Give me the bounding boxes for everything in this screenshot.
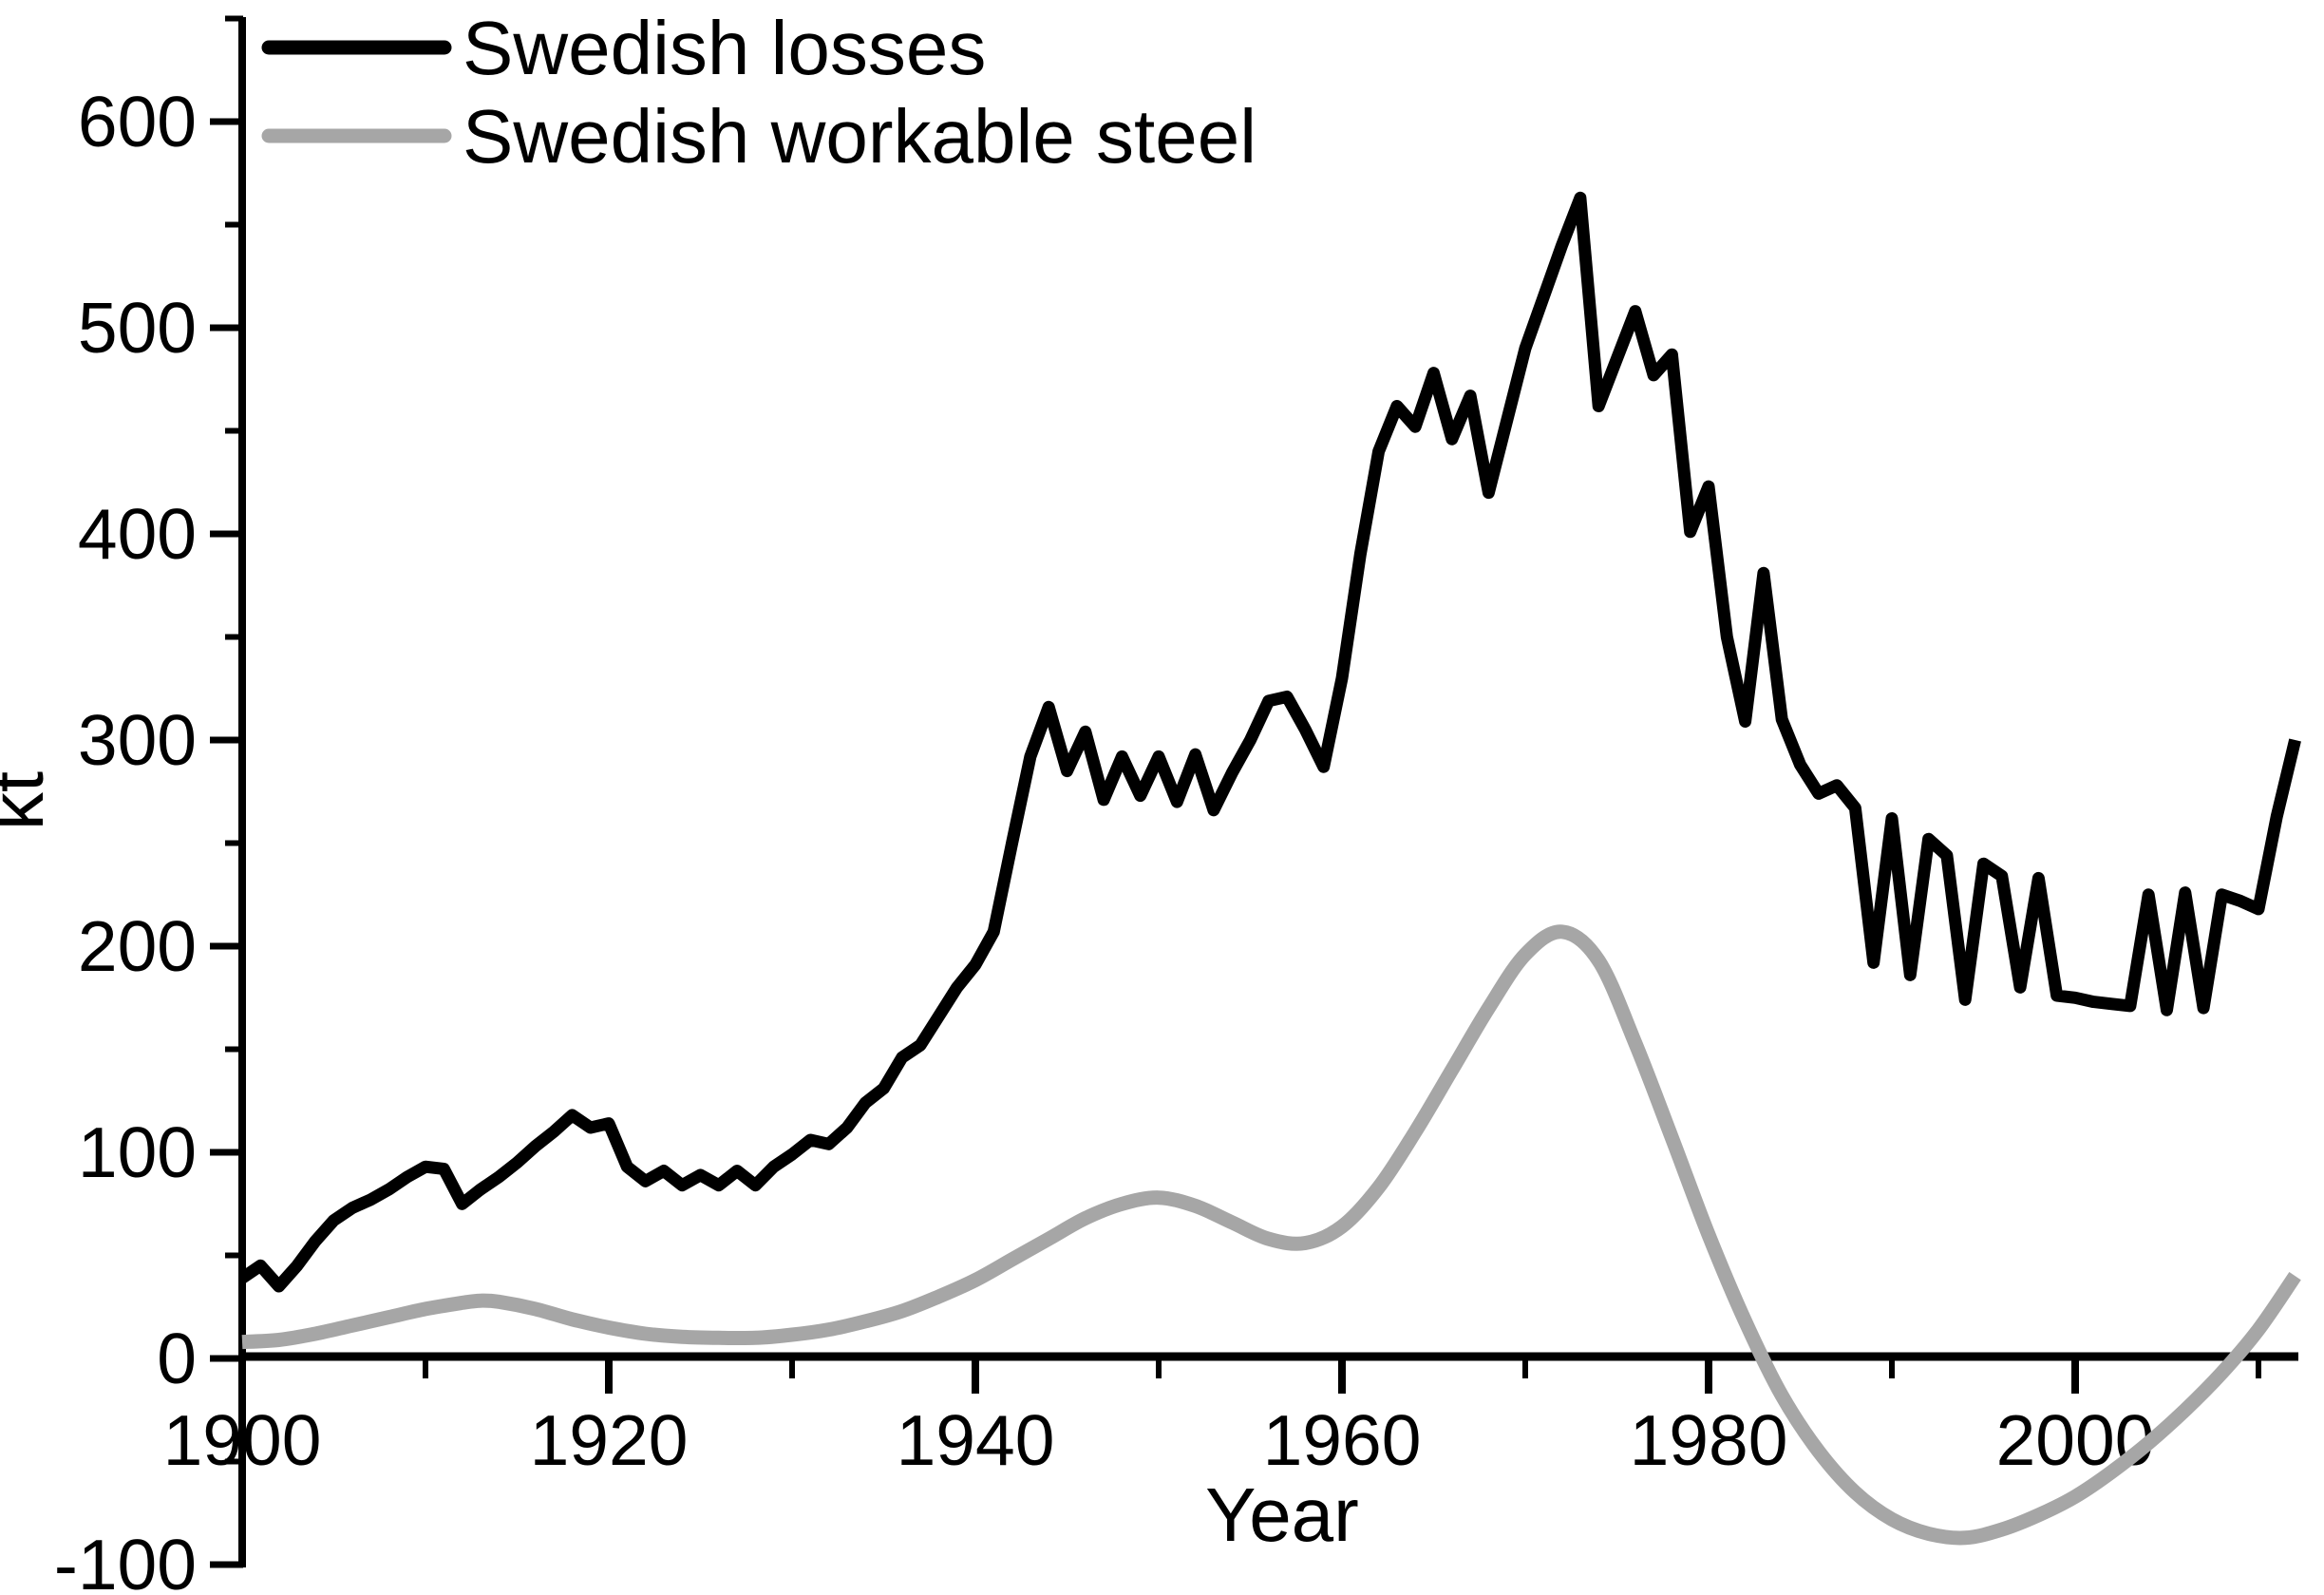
x-tick-label: 1960 [1263, 1400, 1422, 1480]
y-tick-label: -100 [54, 1525, 197, 1595]
y-minor-ticks [225, 15, 243, 1465]
y-tick-label: 600 [78, 82, 197, 161]
x-tick-label: 1980 [1630, 1400, 1788, 1480]
y-tick-label: 0 [157, 1319, 197, 1398]
y-tick-label: 200 [78, 906, 197, 986]
legend: Swedish losses Swedish workable steel [261, 6, 1256, 179]
legend-label-swedish-workable-steel: Swedish workable steel [463, 94, 1256, 179]
y-tick-label: 300 [78, 700, 197, 780]
y-major-ticks [210, 118, 243, 1568]
x-tick-label: 1920 [530, 1400, 689, 1480]
x-tick-label: 1940 [897, 1400, 1055, 1480]
series-line-swedish-workable-steel [241, 924, 2301, 1546]
y-tick-label: 100 [78, 1112, 197, 1192]
x-minor-ticks [423, 1358, 2261, 1378]
x-tick-labels: 1900 1920 1940 1960 1980 2000 [163, 1400, 2155, 1480]
y-tick-labels: -100 0 100 200 300 400 500 600 [54, 82, 197, 1595]
x-tick-label: 1900 [163, 1400, 322, 1480]
y-tick-label: 400 [78, 494, 197, 574]
x-major-ticks [238, 1358, 2079, 1394]
x-tick-label: 2000 [1996, 1400, 2155, 1480]
x-axis-title: Year [1205, 1472, 1359, 1557]
x-axis: 1900 1920 1940 1960 1980 2000 [163, 1352, 2298, 1480]
legend-label-swedish-losses: Swedish losses [463, 6, 986, 90]
y-axis: -100 0 100 200 300 400 500 600 [54, 15, 246, 1595]
y-axis-title: kt [0, 771, 59, 830]
y-tick-label: 500 [78, 288, 197, 368]
series-line-swedish-losses [238, 191, 2301, 1293]
series-lines [238, 191, 2301, 1546]
